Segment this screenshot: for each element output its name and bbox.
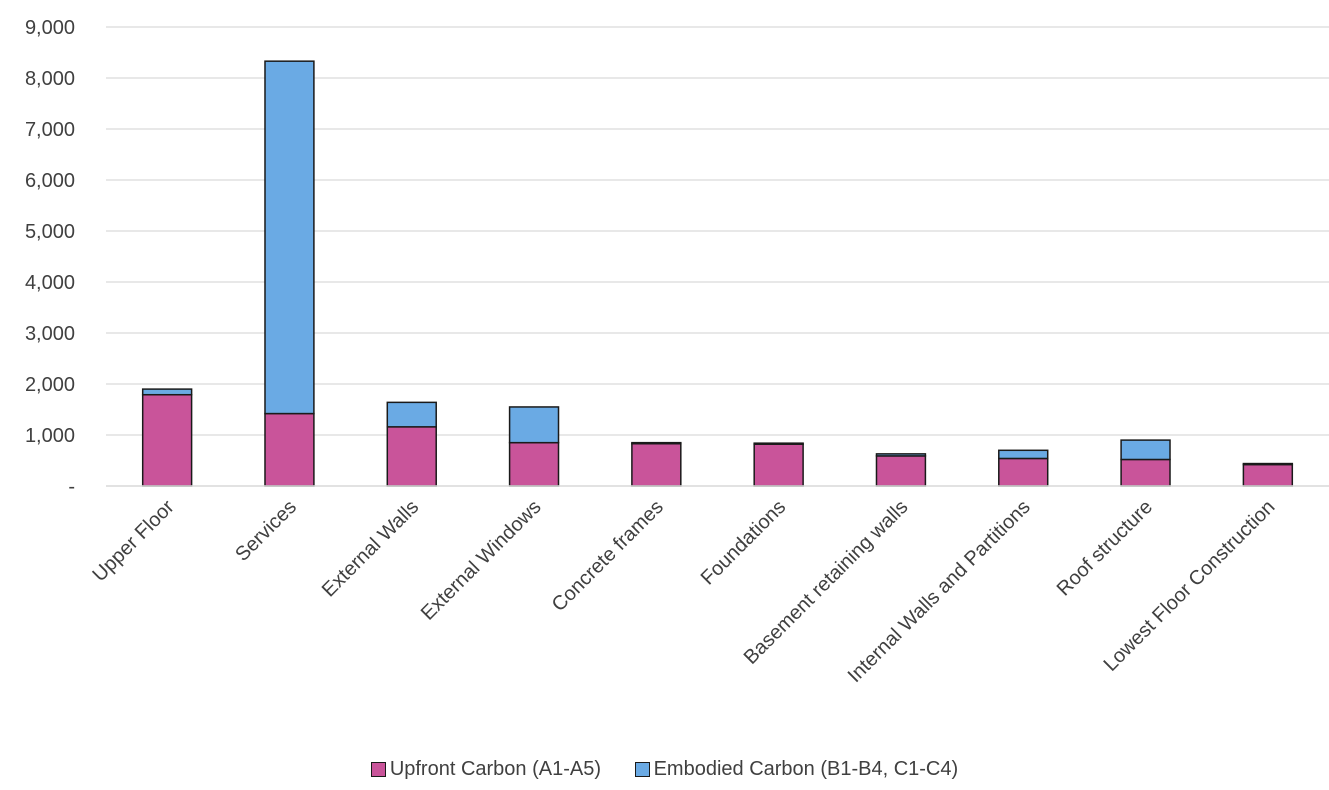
legend: Upfront Carbon (A1-A5) Embodied Carbon (… <box>0 758 1329 783</box>
bar-embodied-carbon <box>998 449 1049 460</box>
legend-swatch-upfront <box>370 762 386 777</box>
bar-embodied-carbon <box>508 406 560 444</box>
x-tick-label: Upper Floor <box>88 496 178 586</box>
y-tick-label: 7,000 <box>25 119 75 141</box>
x-tick-label: External Windows <box>417 496 546 625</box>
bar-upfront-carbon <box>141 393 193 487</box>
x-tick-label: Concrete frames <box>548 496 668 616</box>
legend-swatch-embodied <box>634 762 650 777</box>
bar-upfront-carbon <box>631 442 682 487</box>
legend-label-upfront: Upfront Carbon (A1-A5) <box>389 758 602 780</box>
bar-embodied-carbon <box>875 453 927 457</box>
legend-item-upfront: Upfront Carbon (A1-A5) <box>370 758 602 781</box>
y-tick-label: 6,000 <box>25 170 75 192</box>
y-tick-label: 9,000 <box>25 17 75 39</box>
bar-upfront-carbon <box>1242 463 1294 487</box>
bar-upfront-carbon <box>386 426 437 487</box>
x-tick-label: Roof structure <box>1053 496 1157 600</box>
y-tick-label: 3,000 <box>25 323 75 345</box>
bar-embodied-carbon <box>1120 439 1171 461</box>
y-tick-label: 1,000 <box>25 425 75 447</box>
bar-upfront-carbon <box>1120 458 1171 487</box>
bar-embodied-carbon <box>753 442 804 445</box>
y-tick-label: - <box>68 476 75 498</box>
bar-upfront-carbon <box>998 457 1049 487</box>
y-tick-label: 5,000 <box>25 221 75 243</box>
x-tick-label: External Walls <box>318 496 423 601</box>
legend-item-embodied: Embodied Carbon (B1-B4, C1-C4) <box>634 758 959 781</box>
y-axis-ticks: - 1,000 2,000 3,000 4,000 5,000 6,000 7,000 8,00… <box>25 17 75 498</box>
bar-embodied-carbon <box>631 441 682 445</box>
y-tick-label: 8,000 <box>25 68 75 90</box>
bars <box>141 60 1294 487</box>
bar-embodied-carbon <box>264 60 315 415</box>
y-tick-label: 4,000 <box>25 272 75 294</box>
legend-label-embodied: Embodied Carbon (B1-B4, C1-C4) <box>653 758 959 780</box>
bar-embodied-carbon <box>386 401 437 428</box>
x-tick-label: Foundations <box>697 496 790 589</box>
bar-upfront-carbon <box>508 441 560 487</box>
bar-embodied-carbon <box>1242 462 1294 466</box>
x-axis-ticks: Upper Floor Services External WallsExterna… <box>88 496 1279 687</box>
x-tick-label: Services <box>231 496 301 566</box>
bar-upfront-carbon <box>753 443 804 487</box>
bar-upfront-carbon <box>875 455 927 487</box>
y-tick-label: 2,000 <box>25 374 75 396</box>
bar-embodied-carbon <box>141 388 193 396</box>
bar-upfront-carbon <box>264 412 315 487</box>
